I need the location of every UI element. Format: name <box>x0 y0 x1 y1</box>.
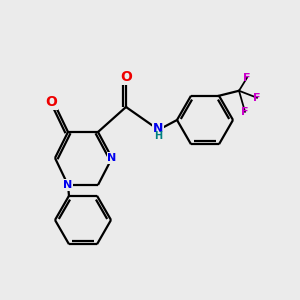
Text: H: H <box>154 131 162 141</box>
Text: F: F <box>243 73 251 83</box>
Text: N: N <box>153 122 163 134</box>
Text: F: F <box>253 93 261 103</box>
Text: N: N <box>63 180 73 190</box>
Text: N: N <box>107 153 117 163</box>
Text: F: F <box>241 107 249 117</box>
Text: O: O <box>45 95 57 109</box>
Text: O: O <box>120 70 132 84</box>
